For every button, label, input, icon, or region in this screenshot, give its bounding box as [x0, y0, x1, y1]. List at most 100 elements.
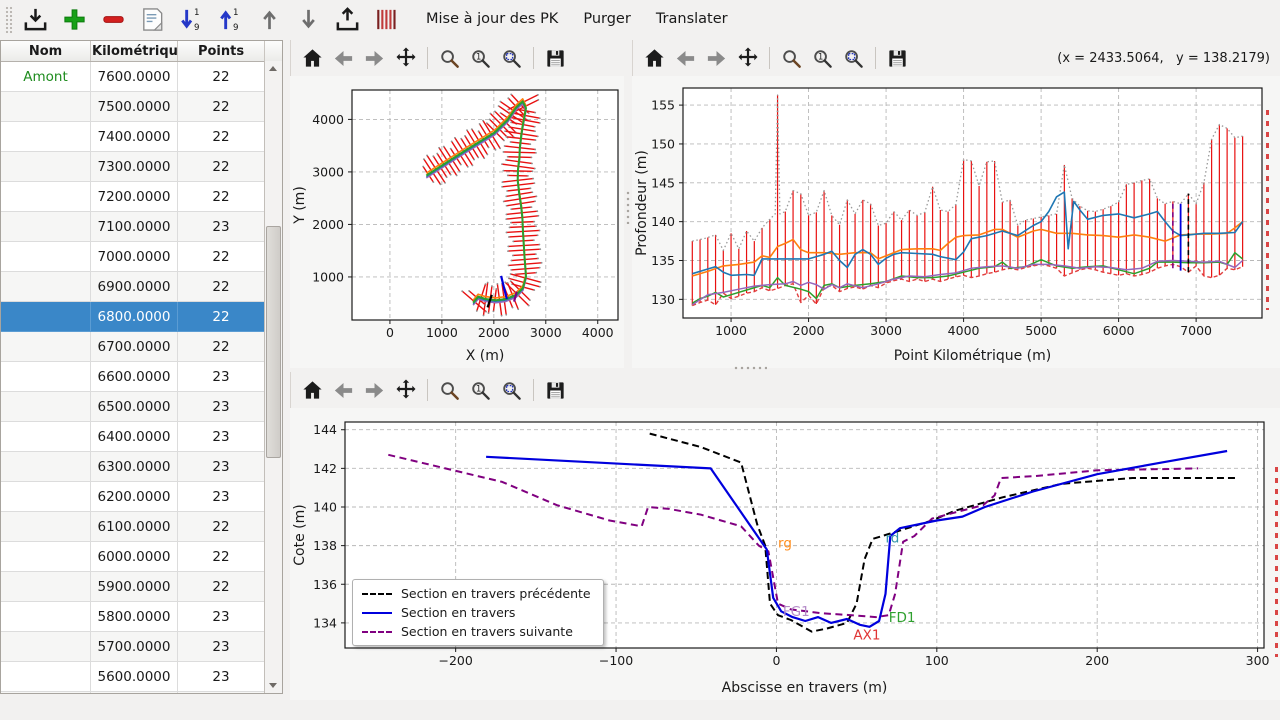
remove-button[interactable] [96, 3, 130, 35]
pan-button[interactable] [732, 44, 763, 72]
svg-text:−100: −100 [599, 653, 633, 668]
table-row[interactable]: 7200.0000 22 [1, 182, 282, 212]
arrow-down-button[interactable] [291, 3, 325, 35]
table-row[interactable]: 7100.0000 23 [1, 212, 282, 242]
table-row[interactable]: Amont 7600.0000 22 [1, 62, 282, 92]
horizontal-splitter[interactable] [733, 365, 767, 371]
cell-nom [1, 152, 91, 182]
save-button[interactable] [540, 44, 571, 72]
zoom-one-button[interactable]: 1 [807, 44, 838, 72]
table-row[interactable]: 6000.0000 22 [1, 542, 282, 572]
update-pk-button[interactable]: Mise à jour des PK [416, 3, 568, 35]
cell-points: 22 [178, 182, 265, 212]
forward-button[interactable] [359, 376, 390, 404]
sections-table-panel: Nom t Kilométrique Points Amont7600.0000… [0, 40, 283, 694]
purge-button[interactable]: Purger [573, 3, 640, 35]
profile-plot-panel: 1 (x = 2433.5064, y = 138.2179) 1000 2000… [632, 40, 1280, 368]
cell-points: 22 [178, 542, 265, 572]
zoom-fit-button[interactable] [838, 44, 869, 72]
sections-button[interactable] [369, 3, 403, 35]
note-button[interactable] [135, 3, 169, 35]
zoom-one-button[interactable]: 1 [465, 44, 496, 72]
svg-text:142: 142 [313, 461, 337, 476]
back-button[interactable] [670, 44, 701, 72]
table-row[interactable]: 6400.0000 23 [1, 422, 282, 452]
zoom-button[interactable] [434, 44, 465, 72]
cell-nom [1, 482, 91, 512]
back-button[interactable] [328, 376, 359, 404]
profile-plot-toolbar: 1 (x = 2433.5064, y = 138.2179) [632, 40, 1280, 76]
table-row[interactable]: 5600.0000 23 [1, 662, 282, 692]
clipped-plot-edge [1275, 467, 1278, 657]
cell-pk: 7500.0000 [91, 92, 178, 122]
legend-line-swatch [362, 611, 392, 614]
add-button[interactable] [57, 3, 91, 35]
pan-button[interactable] [390, 376, 421, 404]
vertical-splitter[interactable] [625, 190, 631, 224]
table-row[interactable]: 6300.0000 23 [1, 452, 282, 482]
toolbar-grip[interactable] [4, 5, 13, 33]
table-row[interactable]: 5900.0000 22 [1, 572, 282, 602]
table-row[interactable]: 7400.0000 22 [1, 122, 282, 152]
table-row[interactable]: 6700.0000 22 [1, 332, 282, 362]
cell-nom [1, 572, 91, 602]
scrollbar-thumb[interactable] [266, 226, 281, 458]
home-button[interactable] [297, 44, 328, 72]
zoom-button[interactable] [434, 376, 465, 404]
section-plot-canvas[interactable]: −200 −100 0 100 200 300 134 136 138 140 142 144 rg FG… [290, 408, 1280, 700]
save-button[interactable] [882, 44, 913, 72]
table-scrollbar[interactable] [264, 61, 282, 693]
table-row[interactable]: 5700.0000 23 [1, 632, 282, 662]
cell-nom [1, 122, 91, 152]
zoom-one-button[interactable]: 1 [465, 376, 496, 404]
svg-text:300: 300 [1246, 653, 1270, 668]
home-button[interactable] [297, 376, 328, 404]
table-row[interactable]: 7500.0000 22 [1, 92, 282, 122]
toolbar-separator [875, 47, 876, 69]
table-row[interactable] [1, 692, 282, 693]
table-body: Amont 7600.0000 22 7500.0000 22 7400.0000 22 73… [1, 62, 282, 693]
svg-text:140: 140 [313, 499, 337, 514]
zoom-fit-button[interactable] [496, 44, 527, 72]
plan-plot-canvas[interactable]: 0 1000 2000 3000 4000 1000 2000 3000 4000 X (m) Y … [290, 76, 624, 368]
svg-text:0: 0 [386, 325, 394, 340]
table-row[interactable]: 7000.0000 22 [1, 242, 282, 272]
home-button[interactable] [639, 44, 670, 72]
table-row[interactable]: 7300.0000 22 [1, 152, 282, 182]
save-button[interactable] [540, 376, 571, 404]
arrow-up-button[interactable] [252, 3, 286, 35]
back-button[interactable] [328, 44, 359, 72]
scroll-up-arrow[interactable] [265, 61, 281, 77]
forward-button[interactable] [701, 44, 732, 72]
pan-button[interactable] [390, 44, 421, 72]
cell-pk [91, 692, 178, 693]
table-row[interactable]: 6100.0000 22 [1, 512, 282, 542]
forward-button[interactable] [359, 44, 390, 72]
import-button[interactable] [18, 3, 52, 35]
table-row[interactable]: 6900.0000 22 [1, 272, 282, 302]
column-header-points[interactable]: Points [178, 41, 265, 61]
table-row[interactable]: 6500.0000 23 [1, 392, 282, 422]
svg-text:145: 145 [651, 175, 675, 190]
table-row[interactable]: 6600.0000 23 [1, 362, 282, 392]
table-row[interactable]: 6800.0000 22 [1, 302, 282, 332]
export-button[interactable] [330, 3, 364, 35]
zoom-button[interactable] [776, 44, 807, 72]
zoom-fit-button[interactable] [496, 376, 527, 404]
cell-pk: 6600.0000 [91, 362, 178, 392]
profile-plot-canvas[interactable]: 1000 2000 3000 4000 5000 6000 7000 130 135 140 145… [632, 76, 1280, 368]
table-row[interactable]: 6200.0000 23 [1, 482, 282, 512]
cell-pk: 7000.0000 [91, 242, 178, 272]
legend-line-swatch [362, 592, 392, 595]
cell-nom [1, 692, 91, 693]
cell-pk: 6900.0000 [91, 272, 178, 302]
svg-text:Profondeur (m): Profondeur (m) [634, 150, 650, 256]
translate-button[interactable]: Translater [646, 3, 738, 35]
table-row[interactable]: 5800.0000 23 [1, 602, 282, 632]
scroll-down-arrow[interactable] [265, 677, 281, 693]
column-header-pk[interactable]: t Kilométrique [91, 41, 178, 61]
cell-pk: 5800.0000 [91, 602, 178, 632]
column-header-nom[interactable]: Nom [1, 41, 91, 61]
